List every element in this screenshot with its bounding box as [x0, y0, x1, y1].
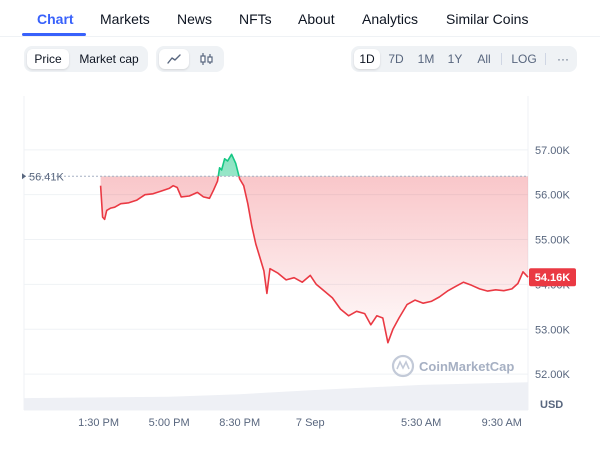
log-scale-button[interactable]: LOG [511, 52, 537, 66]
open-price-label: 56.41K [22, 171, 65, 183]
range-1m-button[interactable]: 1M [417, 52, 435, 66]
logo-mark [396, 360, 410, 370]
currency-label: USD [540, 399, 563, 411]
tab-chart[interactable]: Chart [37, 11, 74, 27]
tab-nfts[interactable]: NFTs [239, 11, 272, 27]
y-tick-label: 53.00K [535, 324, 571, 336]
x-tick-label: 8:30 PM [219, 417, 260, 429]
chart-type-toggle [156, 46, 224, 72]
range-7d-button[interactable]: 7D [388, 52, 404, 66]
y-tick-label: 56.00K [535, 190, 571, 202]
open-price-marker-icon [22, 173, 26, 180]
metric-toggle: Price Market cap [24, 46, 148, 72]
open-price-text: 56.41K [29, 171, 65, 183]
logo-ring [391, 354, 415, 378]
current-price-tag: 54.16K [529, 268, 576, 287]
y-tick-label: 52.00K [535, 369, 571, 381]
tab-similar-coins[interactable]: Similar Coins [446, 11, 529, 27]
range-selector: 1D 7D 1M 1Y All LOG ··· [351, 46, 577, 72]
watermark-text: CoinMarketCap [419, 359, 514, 374]
volume-area [24, 382, 528, 410]
current-price-text: 54.16K [535, 272, 571, 284]
range-1y-button[interactable]: 1Y [447, 52, 463, 66]
x-tick-label: 1:30 PM [78, 417, 119, 429]
coinmarketcap-logo-icon [391, 354, 415, 378]
tab-analytics[interactable]: Analytics [362, 11, 419, 27]
range-all-button[interactable]: All [477, 52, 491, 66]
price-option[interactable]: Price [27, 49, 69, 69]
below-open-fill [100, 176, 528, 343]
x-tick-label: 5:00 PM [149, 417, 190, 429]
line-chart-button[interactable] [159, 49, 189, 69]
y-tick-label: 55.00K [535, 235, 571, 247]
more-options-button[interactable]: ··· [557, 52, 569, 66]
price-line-down [99, 176, 529, 344]
range-divider [501, 53, 502, 65]
tab-markets[interactable]: Markets [100, 11, 150, 27]
y-tick-label: 57.00K [535, 145, 571, 157]
active-tab-indicator [22, 33, 86, 36]
x-tick-label: 5:30 AM [401, 417, 441, 429]
tab-bar: Chart Markets News NFTs About Analytics … [0, 0, 600, 37]
range-1d-button[interactable]: 1D [354, 49, 380, 69]
tab-about[interactable]: About [298, 11, 335, 27]
candlestick-button[interactable] [191, 49, 221, 69]
watermark: CoinMarketCap [391, 354, 514, 378]
tab-news[interactable]: News [177, 11, 213, 27]
line-chart-icon [167, 54, 181, 64]
market-cap-option[interactable]: Market cap [79, 52, 139, 66]
x-tick-label: 7 Sep [296, 417, 325, 429]
range-divider [545, 53, 546, 65]
candlestick-icon [200, 53, 213, 65]
current-price-box [529, 268, 576, 287]
x-tick-label: 9:30 AM [482, 417, 522, 429]
x-axis: 1:30 PM 5:00 PM 8:30 PM 7 Sep 5:30 AM 9:30 AM [78, 417, 522, 429]
